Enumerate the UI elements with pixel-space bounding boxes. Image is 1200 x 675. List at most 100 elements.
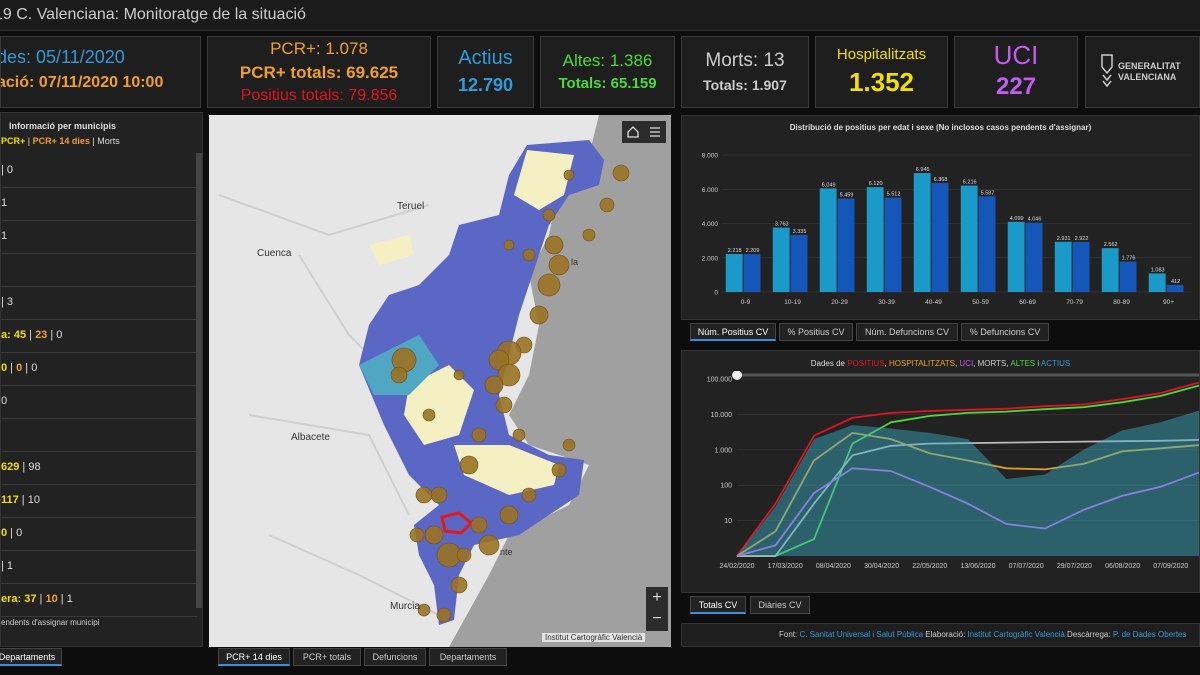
line-series[interactable] — [737, 439, 1199, 557]
municipality-row[interactable]: 0 | 0 — [1, 518, 197, 551]
case-marker[interactable] — [612, 164, 630, 182]
tab-departaments-left[interactable]: Departaments — [0, 648, 62, 666]
zoom-out-button[interactable]: − — [646, 609, 668, 631]
case-marker[interactable] — [548, 254, 570, 276]
tab-num-defuncions[interactable]: Núm. Defuncions CV — [856, 323, 958, 341]
region-map[interactable] — [209, 115, 671, 647]
bar[interactable] — [931, 182, 949, 292]
case-marker[interactable] — [459, 455, 479, 475]
case-marker[interactable] — [499, 505, 519, 525]
tab-defuncions[interactable]: Defuncions — [364, 648, 426, 666]
case-marker[interactable] — [495, 396, 513, 414]
case-marker[interactable] — [582, 228, 596, 242]
footer-desc-link[interactable]: P. de Dades Obertes — [1112, 630, 1187, 639]
case-marker[interactable] — [470, 516, 488, 534]
zoom-in-button[interactable]: + — [646, 587, 668, 609]
tab-pcr-totals[interactable]: PCR+ totals — [293, 648, 361, 666]
municipality-row[interactable]: 0 | 0 | 0 — [1, 353, 197, 386]
case-marker[interactable] — [497, 363, 521, 387]
case-marker[interactable] — [478, 534, 500, 556]
case-marker[interactable] — [537, 273, 561, 297]
line-series[interactable] — [736, 431, 1199, 557]
case-marker[interactable] — [422, 408, 436, 422]
case-marker[interactable] — [450, 576, 468, 594]
bar[interactable] — [1166, 284, 1184, 292]
case-marker[interactable] — [471, 427, 487, 443]
municipality-row[interactable]: | 1 — [1, 551, 197, 584]
municipality-row[interactable]: 1 — [1, 188, 197, 221]
municipality-row[interactable]: 117 | 10 — [1, 485, 197, 518]
municipality-row[interactable]: | 3 — [1, 287, 197, 320]
bar[interactable] — [884, 197, 902, 292]
bar[interactable] — [866, 187, 884, 292]
footer-elab-link[interactable]: Institut Cartogràfic Valencià — [967, 630, 1065, 639]
bar[interactable] — [1025, 222, 1043, 292]
case-marker[interactable] — [512, 428, 526, 442]
tab-num-positius[interactable]: Núm. Positius CV — [690, 323, 776, 341]
home-button[interactable] — [622, 121, 644, 143]
case-marker[interactable] — [415, 486, 433, 504]
case-marker[interactable] — [544, 235, 564, 255]
layer-list-button[interactable] — [644, 121, 666, 143]
case-marker[interactable] — [599, 197, 615, 213]
map-view[interactable]: Teruel Cuenca Albacete Murcia la nte + −… — [209, 115, 671, 647]
municipality-row[interactable] — [1, 419, 197, 452]
home-icon — [627, 126, 639, 138]
bar[interactable] — [819, 188, 837, 292]
case-marker[interactable] — [390, 366, 408, 384]
tab-diaries-cv[interactable]: Diàries CV — [750, 596, 810, 614]
case-marker[interactable] — [453, 369, 465, 381]
bar-chart-title: Distribució de positius per edat i sexe … — [789, 123, 1092, 132]
municipality-scrollbar[interactable] — [196, 153, 202, 608]
bar[interactable] — [1007, 221, 1025, 292]
case-marker[interactable] — [424, 525, 444, 545]
municipality-row[interactable]: era: 37 | 10 | 1 — [1, 584, 197, 617]
line-chart[interactable]: 10 100 1.000 10.000 100.000 24/02/2020 17/03/2… — [682, 371, 1199, 593]
case-marker[interactable] — [456, 547, 472, 563]
municipality-row[interactable]: a: 45 | 23 | 0 — [1, 320, 197, 353]
tab-totals-cv[interactable]: Totals CV — [690, 596, 746, 614]
case-marker[interactable] — [484, 375, 504, 395]
bar[interactable] — [913, 173, 931, 292]
case-marker[interactable] — [503, 239, 515, 251]
bar[interactable] — [1101, 248, 1119, 292]
municipality-row[interactable]: 629 | 98 — [1, 452, 197, 485]
bar[interactable] — [1072, 241, 1090, 292]
case-marker[interactable] — [522, 248, 536, 262]
case-marker[interactable] — [409, 527, 425, 543]
row-sep2: | — [57, 593, 67, 605]
bar[interactable] — [1054, 241, 1072, 292]
bar[interactable] — [790, 234, 808, 292]
case-marker[interactable] — [542, 208, 556, 222]
tab-pct-positius[interactable]: % Positius CV — [779, 323, 853, 341]
bar[interactable] — [978, 196, 996, 292]
bar[interactable] — [1119, 261, 1137, 292]
bar[interactable] — [837, 198, 855, 292]
case-marker[interactable] — [529, 305, 549, 325]
bar[interactable] — [725, 254, 743, 292]
tab-pcr14[interactable]: PCR+ 14 dies — [218, 648, 290, 666]
case-marker[interactable] — [563, 169, 575, 181]
case-marker[interactable] — [436, 607, 452, 623]
line-xtick: 22/05/2020 — [912, 563, 947, 570]
municipality-row[interactable]: 0 — [1, 386, 197, 419]
bar[interactable] — [743, 254, 761, 292]
line-series[interactable] — [736, 467, 1199, 557]
case-marker[interactable] — [521, 487, 537, 503]
footer-font-link[interactable]: C. Sanitat Universal i Salut Pública — [799, 630, 924, 639]
line-series[interactable] — [736, 381, 1199, 557]
case-marker[interactable] — [562, 438, 576, 452]
time-slider-handle[interactable] — [732, 371, 742, 380]
line-series[interactable] — [737, 384, 1199, 557]
tab-pct-defuncions[interactable]: % Defuncions CV — [961, 323, 1049, 341]
municipality-row[interactable]: 1 — [1, 221, 197, 254]
tab-departaments-map[interactable]: Departaments — [429, 648, 507, 666]
bar[interactable] — [960, 185, 978, 292]
case-marker[interactable] — [417, 603, 431, 617]
municipality-row[interactable] — [1, 254, 197, 287]
bar[interactable] — [1148, 273, 1166, 292]
case-marker[interactable] — [551, 462, 567, 478]
bar[interactable] — [772, 227, 790, 292]
case-marker[interactable] — [430, 486, 448, 504]
municipality-row[interactable]: | 0 — [1, 155, 197, 188]
